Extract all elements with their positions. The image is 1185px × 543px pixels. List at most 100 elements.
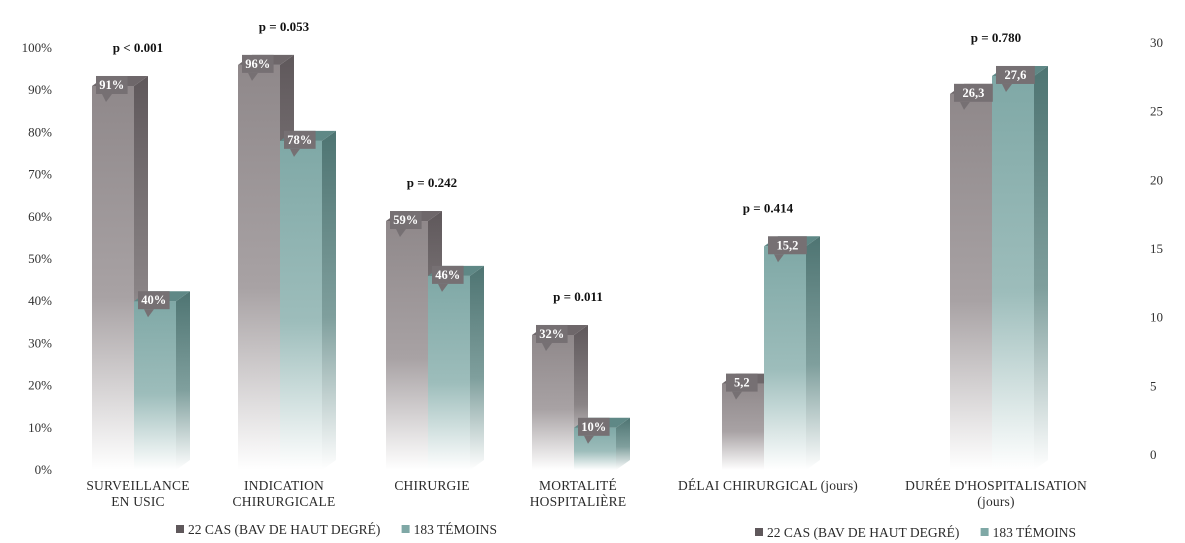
bars-layer (92, 54, 1048, 471)
data-label: 46% (435, 268, 460, 282)
y-tick-label: 10 (1150, 310, 1163, 325)
y-tick-label: 90% (28, 82, 52, 97)
data-label-box (536, 324, 568, 343)
data-label-box (284, 130, 316, 149)
data-label: 59% (393, 213, 418, 227)
p-value-label: p = 0.011 (553, 289, 603, 304)
p-value-label: p = 0.242 (407, 175, 457, 190)
legend-label: 183 TÉMOINS (414, 522, 497, 537)
data-label: 26,3 (962, 86, 984, 100)
y-tick-label: 5 (1150, 378, 1157, 393)
data-label-box (996, 65, 1035, 84)
y-tick-label: 60% (28, 209, 52, 224)
bar-front (92, 85, 134, 470)
bar-side (470, 265, 484, 470)
data-label: 15,2 (776, 238, 798, 252)
data-label-box (138, 291, 170, 310)
right-y-axis: 0 5 10 15 20 25 30 (1150, 35, 1163, 462)
p-value-label: p = 0.053 (259, 19, 310, 34)
data-label-pointer (960, 101, 970, 110)
data-label-pointer (290, 148, 300, 157)
bar-front (950, 93, 992, 471)
legend-label: 22 CAS (BAV DE HAUT DEGRÉ) (188, 522, 380, 537)
legend-swatch (755, 528, 763, 536)
data-label-pointer (248, 72, 258, 81)
data-label-pointer (144, 309, 154, 318)
legend-swatch (401, 525, 410, 533)
data-label-box (954, 83, 993, 102)
y-tick-label: 100% (22, 40, 53, 55)
data-label-box (432, 265, 464, 284)
legends-layer: 22 CAS (BAV DE HAUT DEGRÉ) 183 TÉMOINS 22 … (176, 522, 1076, 540)
p-value-label: p < 0.001 (113, 40, 163, 55)
legend-label: 22 CAS (BAV DE HAUT DEGRÉ) (767, 525, 959, 540)
y-tick-label: 70% (28, 167, 52, 182)
data-label: 40% (141, 293, 166, 307)
data-label-box (390, 211, 422, 230)
data-label-box (768, 236, 807, 255)
p-value-label: p = 0.414 (743, 200, 794, 215)
data-label: 91% (99, 78, 124, 92)
data-label: 10% (581, 420, 606, 434)
data-label-pointer (1002, 83, 1012, 92)
bar-front (764, 246, 806, 470)
bar-front (532, 334, 574, 470)
data-label-pointer (438, 283, 448, 292)
y-tick-label: 30 (1150, 35, 1163, 50)
bar-front (238, 64, 280, 470)
bar-side (616, 417, 630, 470)
legend-swatch (176, 525, 184, 533)
bar-side (176, 291, 190, 470)
data-label: 78% (287, 133, 312, 147)
data-label-box (96, 75, 128, 94)
bar-front (428, 275, 470, 470)
data-label: 5,2 (734, 376, 750, 390)
p-value-label: p = 0.780 (971, 30, 1021, 45)
y-tick-label: 25 (1150, 104, 1163, 119)
bar-side (1034, 65, 1048, 471)
category-label: MORTALITÉ (539, 478, 617, 493)
data-label-pointer (774, 254, 784, 263)
data-label-pointer (102, 93, 112, 102)
y-tick-label: 50% (28, 251, 52, 266)
y-tick-label: 10% (28, 420, 52, 435)
data-label: 32% (539, 327, 564, 341)
y-tick-label: 40% (28, 293, 52, 308)
bar-front (280, 140, 322, 470)
y-tick-label: 20% (28, 378, 52, 393)
category-label: (jours) (977, 494, 1014, 509)
data-label: 27,6 (1004, 68, 1026, 82)
left-y-axis: 0% 10% 20% 30% 40% 50% 60% 70% 80% 90% 100% (22, 40, 53, 477)
category-label: CHIRURGIE (394, 478, 469, 493)
y-tick-label: 20 (1150, 172, 1163, 187)
category-label: SURVEILLANCE (86, 478, 189, 493)
data-label-pointer (584, 435, 594, 444)
bar-front (992, 75, 1034, 471)
bar-front (134, 301, 176, 470)
y-tick-label: 15 (1150, 241, 1163, 256)
bar-side (806, 236, 820, 470)
bar-side (322, 130, 336, 470)
legend-swatch (980, 528, 989, 536)
y-tick-label: 30% (28, 335, 52, 350)
data-label-box (726, 373, 758, 392)
category-label: HOSPITALIÈRE (530, 494, 627, 509)
y-tick-label: 80% (28, 124, 52, 139)
category-label: DURÉE D'HOSPITALISATION (905, 478, 1087, 493)
data-label-pointer (396, 229, 406, 238)
category-label: DÉLAI CHIRURGICAL (jours) (678, 478, 858, 493)
data-label-pointer (542, 342, 552, 351)
y-tick-label: 0 (1150, 447, 1157, 462)
y-tick-label: 0% (35, 462, 53, 477)
bar-front (722, 383, 764, 470)
bar-front (386, 221, 428, 470)
category-label: CHIRURGICALE (233, 494, 336, 509)
data-label-box (242, 54, 274, 73)
data-label: 96% (245, 57, 270, 71)
data-label-box (578, 417, 610, 436)
legend-label: 183 TÉMOINS (993, 525, 1076, 540)
category-label: EN USIC (111, 494, 165, 509)
category-label: INDICATION (244, 478, 324, 493)
